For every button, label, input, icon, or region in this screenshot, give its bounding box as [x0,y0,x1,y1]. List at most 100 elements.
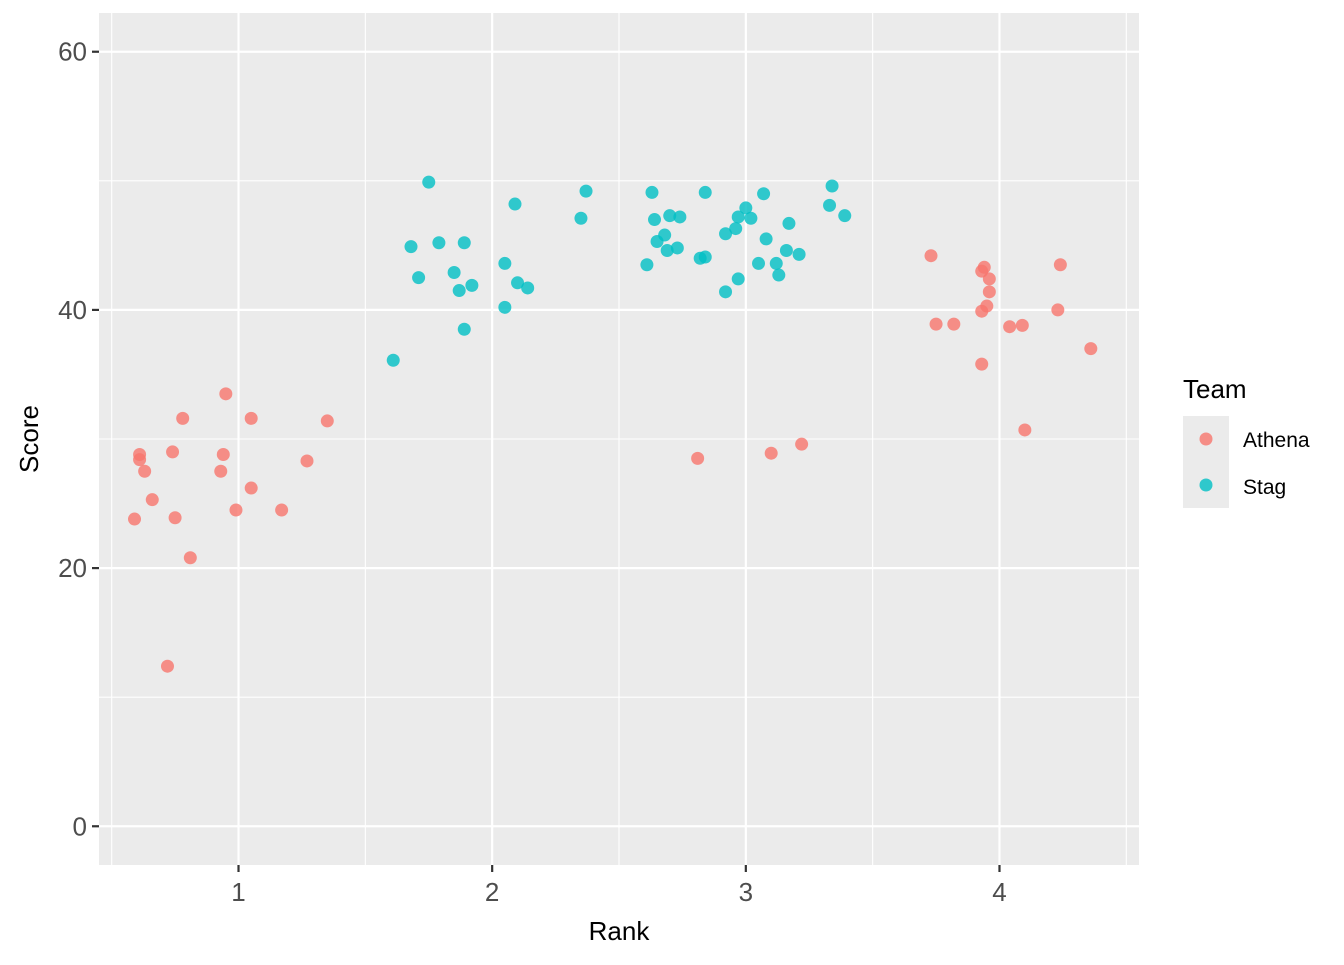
x-tick-label: 4 [992,877,1006,907]
point-athena [214,464,228,478]
point-athena [947,317,961,331]
y-tick-label: 20 [58,553,87,583]
point-athena [216,447,230,461]
point-stag [729,222,743,236]
point-stag [772,268,786,282]
legend-label-athena: Athena [1243,429,1310,452]
point-athena [300,454,314,468]
major-gridlines [99,13,1139,865]
x-tick-label: 1 [231,877,245,907]
point-stag [670,241,684,255]
data-points [128,175,1098,673]
x-tick-label: 3 [739,877,753,907]
point-stag [752,256,766,270]
point-stag [719,227,733,241]
y-axis-title: Score [14,405,44,473]
x-tick-label: 2 [485,877,499,907]
y-tick-label: 0 [73,811,87,841]
point-stag [838,209,852,223]
point-athena [691,451,705,465]
point-stag [645,185,659,199]
point-athena [229,503,243,517]
legend-marker-athena [1199,432,1213,446]
legend-marker-stag [1199,478,1213,492]
point-athena [982,272,996,286]
point-stag [823,198,837,212]
point-athena [168,511,182,525]
point-athena [975,357,989,371]
point-stag [521,281,535,295]
point-stag [574,211,588,225]
point-stag [698,185,712,199]
point-athena [160,659,174,673]
point-stag [719,285,733,299]
point-stag [640,258,654,272]
point-stag [825,179,839,193]
point-athena [982,285,996,299]
point-stag [792,247,806,261]
point-stag [579,184,593,198]
point-stag [452,284,466,298]
point-stag [660,244,674,258]
point-athena [138,464,152,478]
legend: Team Athena Stag [1183,374,1310,508]
point-athena [1051,303,1065,317]
point-stag [457,322,471,336]
legend-title: Team [1183,374,1247,404]
point-athena [1053,258,1067,272]
point-stag [447,265,461,279]
point-athena [1003,320,1017,334]
point-athena [166,445,180,459]
point-athena [1084,342,1098,356]
point-athena [183,551,197,565]
point-stag [404,240,418,254]
point-stag [731,272,745,286]
point-athena [133,447,147,461]
y-axis-ticks: 0 20 40 60 [58,37,99,841]
point-stag [465,278,479,292]
point-stag [508,197,522,211]
minor-gridlines [99,13,1139,865]
point-stag [658,228,672,242]
point-athena [145,493,159,507]
point-athena [275,503,289,517]
point-athena [924,249,938,263]
point-athena [795,437,809,451]
point-stag [731,210,745,224]
x-axis-ticks: 1 2 3 4 [231,865,1007,907]
point-stag [457,236,471,250]
point-stag [757,187,771,201]
point-stag [663,209,677,223]
point-athena [764,446,778,460]
point-stag [498,256,512,270]
point-stag [769,256,783,270]
point-athena [980,299,994,313]
point-athena [977,260,991,274]
point-stag [759,232,773,246]
point-stag [739,201,753,215]
point-stag [386,353,400,367]
point-stag [673,210,687,224]
legend-label-stag: Stag [1243,476,1286,499]
point-athena [1018,423,1032,437]
point-stag [432,236,446,250]
point-stag [648,213,662,227]
point-stag [779,244,793,258]
point-stag [422,175,436,189]
point-athena [244,411,258,425]
point-stag [498,300,512,314]
point-stag [698,250,712,264]
point-athena [219,387,233,401]
point-athena [1015,318,1029,332]
y-tick-label: 60 [58,37,87,67]
point-stag [744,211,758,225]
point-athena [929,317,943,331]
point-athena [244,481,258,495]
point-athena [320,414,334,428]
y-tick-label: 40 [58,295,87,325]
point-athena [128,512,142,526]
x-axis-title: Rank [589,916,651,946]
point-stag [511,276,525,290]
point-stag [412,271,426,285]
